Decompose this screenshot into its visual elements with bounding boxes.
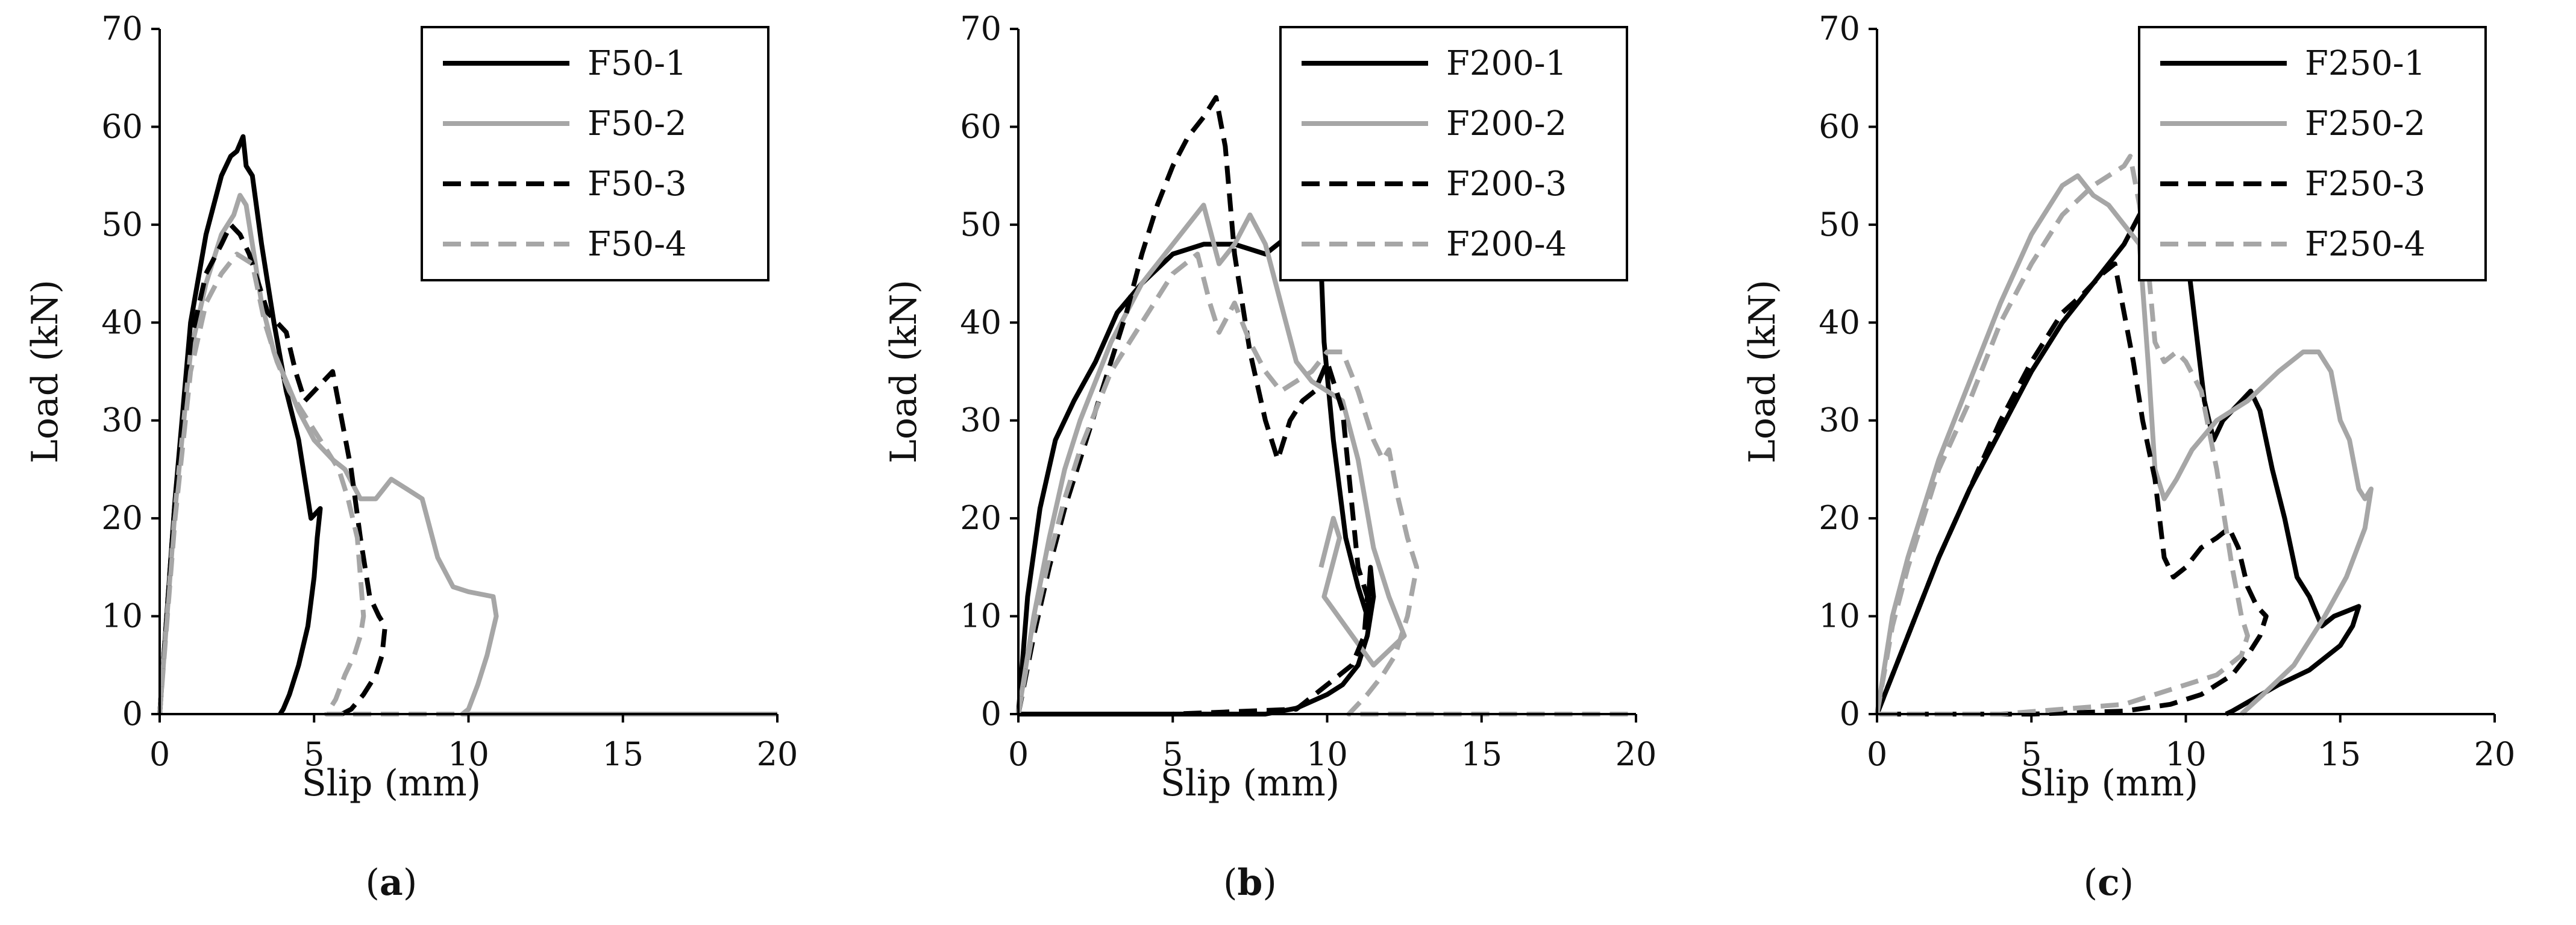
x-tick-label: 10	[2165, 735, 2207, 773]
y-tick-label: 40	[101, 303, 143, 341]
series-line-f50-1	[157, 134, 323, 716]
panel-caption: (c)	[2084, 862, 2134, 904]
x-tick-label: 20	[2474, 735, 2516, 773]
x-axis-title: Slip (mm)	[302, 762, 481, 804]
x-tick-label: 15	[602, 735, 644, 773]
series-line-f200-2	[1016, 202, 1407, 715]
y-tick-label: 40	[960, 303, 1001, 341]
y-axis-title: Load (kN)	[1741, 280, 1784, 463]
legend-label: F200-1	[1446, 44, 1567, 83]
legend: F200-1 F200-2 F200-3 F200-4	[1279, 26, 1628, 281]
x-tick-label: 0	[149, 735, 170, 773]
y-tick-label: 50	[101, 205, 143, 243]
y-tick-label: 70	[960, 10, 1001, 48]
y-tick-label: 10	[1819, 597, 1860, 635]
x-tick-label: 15	[2319, 735, 2361, 773]
y-tick-label: 20	[1819, 499, 1860, 537]
y-tick-label: 30	[1819, 401, 1860, 439]
caption-label: b	[1237, 862, 1262, 904]
series-line-f250-2	[1875, 173, 2374, 716]
legend-label: F200-2	[1446, 104, 1567, 143]
series-line-f250-3	[1875, 261, 2269, 716]
y-tick-label: 20	[960, 499, 1001, 537]
chart-a: 0 10 20 30 40 50 60 70 0 5 10 15 20 Slip (mm) Load (kN…	[24, 10, 798, 904]
y-axis-title: Load (kN)	[24, 280, 66, 463]
chart-c: 0 10 20 30 40 50 60 70 0 5 10 15 20 Slip (mm) Load (kN…	[1741, 10, 2516, 904]
y-tick-label: 50	[960, 205, 1001, 243]
panel-caption: (a)	[366, 862, 418, 904]
legend-label: F250-1	[2305, 44, 2425, 83]
legend-box	[2138, 26, 2487, 281]
legend-label: F200-3	[1446, 165, 1567, 204]
y-tick-label: 0	[122, 695, 143, 733]
x-tick-label: 5	[2021, 735, 2042, 773]
y-tick-label: 0	[981, 695, 1001, 733]
legend: F50-1 F50-2 F50-3 F50-4	[421, 26, 769, 281]
panel-caption: (b)	[1223, 862, 1277, 904]
legend-label: F250-4	[2305, 225, 2425, 264]
y-tick-label: 10	[960, 597, 1001, 635]
caption-close: )	[403, 862, 417, 904]
legend-label: F200-4	[1446, 225, 1567, 264]
y-axis-title: Load (kN)	[883, 280, 925, 463]
x-tick-label: 5	[1162, 735, 1183, 773]
series-line-f200-4	[1016, 251, 1636, 716]
x-tick-label: 0	[1867, 735, 1887, 773]
series-line-f50-3	[157, 222, 388, 716]
y-tick-label: 30	[960, 401, 1001, 439]
panel-b: 0 10 20 30 40 50 60 70 0 5 10 15 20 Slip (mm) Load (kN…	[859, 0, 1717, 925]
legend-label: F50-3	[588, 165, 687, 204]
caption-close: )	[1262, 862, 1276, 904]
x-tick-label: 20	[757, 735, 798, 773]
legend-label: F50-1	[588, 44, 687, 83]
legend: F250-1 F250-2 F250-3 F250-4	[2138, 26, 2487, 281]
x-tick-label: 15	[1461, 735, 1502, 773]
y-tick-label: 10	[101, 597, 143, 635]
legend-label: F50-2	[588, 104, 687, 143]
legend-label: F50-4	[588, 225, 687, 264]
legend-label: F250-2	[2305, 104, 2425, 143]
x-tick-label: 10	[1306, 735, 1348, 773]
x-tick-label: 20	[1615, 735, 1657, 773]
caption-label: a	[380, 862, 403, 904]
caption-open: (	[1223, 862, 1237, 904]
y-tick-label: 0	[1840, 695, 1860, 733]
y-tick-label: 60	[101, 107, 143, 145]
x-tick-label: 5	[304, 735, 324, 773]
panel-c: 0 10 20 30 40 50 60 70 0 5 10 15 20 Slip (mm) Load (kN…	[1717, 0, 2576, 925]
y-tick-label: 30	[101, 401, 143, 439]
legend-box	[421, 26, 769, 281]
series-line-f250-4	[1875, 154, 2250, 716]
y-tick-label: 60	[1819, 107, 1860, 145]
legend-label: F250-3	[2305, 165, 2425, 204]
y-tick-label: 60	[960, 107, 1001, 145]
panel-a: 0 10 20 30 40 50 60 70 0 5 10 15 20 Slip (mm) Load (kN…	[0, 0, 859, 925]
y-tick-label: 70	[101, 10, 143, 48]
series-line-f50-4	[157, 251, 777, 716]
y-tick-label: 20	[101, 499, 143, 537]
series-line-f50-2	[157, 193, 777, 716]
x-tick-label: 10	[448, 735, 489, 773]
x-axis-title: Slip (mm)	[2019, 762, 2199, 804]
chart-b: 0 10 20 30 40 50 60 70 0 5 10 15 20 Slip (mm) Load (kN…	[883, 10, 1657, 904]
caption-open: (	[366, 862, 380, 904]
legend-box	[1279, 26, 1628, 281]
caption-label: c	[2098, 862, 2120, 904]
y-tick-label: 70	[1819, 10, 1860, 48]
x-tick-label: 0	[1008, 735, 1029, 773]
x-axis-title: Slip (mm)	[1161, 762, 1340, 804]
caption-close: )	[2120, 862, 2134, 904]
y-tick-label: 40	[1819, 303, 1860, 341]
y-tick-label: 50	[1819, 205, 1860, 243]
caption-open: (	[2084, 862, 2098, 904]
